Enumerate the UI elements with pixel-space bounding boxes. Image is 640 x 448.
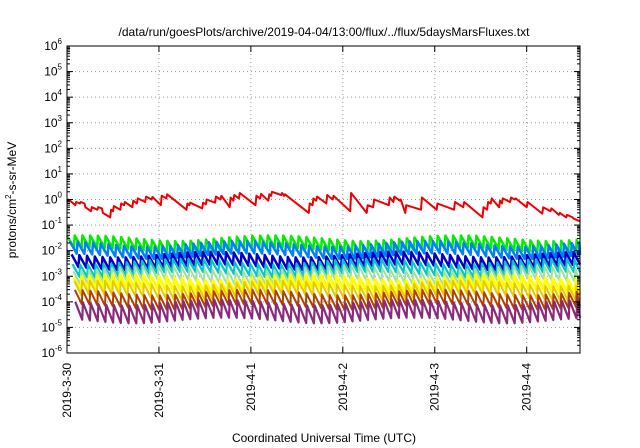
y-tick-label: 106 <box>44 37 62 53</box>
y-axis-title-part-1: protons/cm <box>5 199 19 258</box>
series-group <box>65 190 582 325</box>
series-line <box>74 298 582 325</box>
x-tick-label: 2019-4-1 <box>244 363 258 411</box>
x-tick-label: 2019-4-3 <box>428 363 442 411</box>
y-tick-label: 10-2 <box>42 242 63 258</box>
series-line <box>70 250 582 272</box>
x-tick-label: 2019-4-2 <box>336 363 350 411</box>
chart-title: /data/run/goesPlots/archive/2019-04-04/1… <box>119 25 531 39</box>
y-tick-label: 102 <box>44 139 62 155</box>
y-tick-label: 10-4 <box>42 293 63 309</box>
y-tick-label: 104 <box>44 88 62 104</box>
y-axis-title-part-2: -s-sr-MeV <box>5 142 19 195</box>
x-tick-label: 2019-4-4 <box>520 363 534 411</box>
series-line <box>66 190 581 223</box>
y-tick-label: 101 <box>44 165 62 181</box>
y-axis-title-superscript: 2 <box>4 194 13 199</box>
y-axis-title: protons/cm2-s-sr-MeV <box>4 142 19 258</box>
series-line <box>65 234 582 255</box>
y-tick-label: 10-5 <box>42 318 63 334</box>
y-tick-label: 10-6 <box>42 344 63 360</box>
series-line <box>73 279 581 302</box>
y-tick-label: 105 <box>44 63 62 79</box>
y-tick-label: 100 <box>44 191 62 207</box>
x-tick-label: 2019-3-30 <box>60 363 74 418</box>
axes: 2019-3-30 2019-3-31 2019-4-1 2019-4-2 2019-4… <box>42 37 580 418</box>
y-tick-label: 103 <box>44 114 62 130</box>
x-axis-title: Coordinated Universal Time (UTC) <box>232 431 416 445</box>
y-tick-label: 10-3 <box>42 267 63 283</box>
x-tick-label: 2019-3-31 <box>152 363 166 418</box>
y-tick-label: 10-1 <box>42 216 63 232</box>
series-line <box>68 239 582 261</box>
series-line <box>71 257 582 279</box>
